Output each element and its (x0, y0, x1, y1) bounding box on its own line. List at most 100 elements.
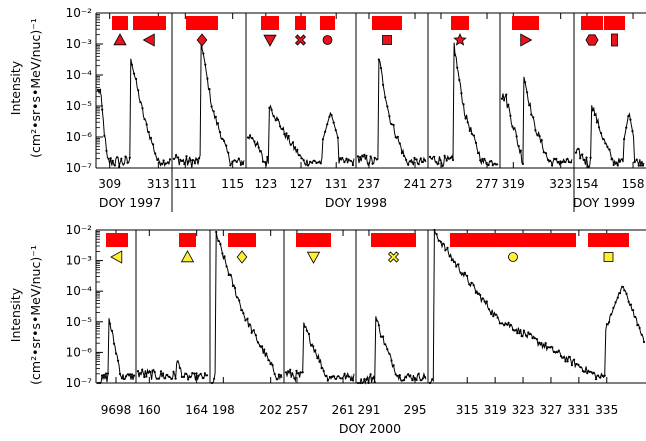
event-bar (133, 16, 166, 30)
trace-point (219, 243, 222, 246)
trace-point (533, 337, 536, 340)
trace-point (514, 329, 517, 332)
x-tick-label: 131 (325, 177, 348, 191)
trace-point (540, 139, 543, 142)
trace-point (605, 323, 609, 326)
trace-point (307, 332, 311, 336)
y-tick-label: 10⁻² (66, 223, 93, 237)
trace-point (330, 375, 334, 378)
trace-point (178, 366, 181, 369)
trace-point (215, 230, 218, 234)
trace-point (616, 164, 619, 167)
marker-cross (294, 34, 307, 46)
trace-point (398, 374, 401, 377)
trace-point (166, 373, 169, 377)
trace-point (460, 92, 463, 95)
trace-point (107, 157, 110, 160)
trace-point (239, 163, 242, 166)
trace-point (314, 349, 317, 352)
trace-point (409, 160, 412, 163)
trace-point (216, 122, 219, 125)
trace-point (382, 83, 385, 86)
trace-point (431, 378, 434, 381)
trace-point (257, 146, 260, 149)
trace-point (373, 381, 376, 384)
trace-point (390, 123, 393, 126)
trace-point (217, 239, 220, 242)
trace-point (423, 159, 427, 162)
trace-point (384, 343, 387, 346)
trace-point (122, 163, 125, 166)
trace-point (388, 115, 391, 118)
trace-point (435, 161, 438, 164)
trace-point (586, 371, 589, 375)
x-tick-label: 115 (221, 177, 244, 191)
trace-point (105, 149, 108, 152)
trace-point (149, 136, 152, 139)
trace-point (507, 103, 510, 106)
trace-point (202, 52, 205, 55)
trace-point (367, 163, 370, 166)
trace-point (407, 373, 410, 376)
trace-point (483, 157, 486, 161)
trace-point (191, 159, 194, 162)
trace-point (421, 160, 424, 164)
trace-point (316, 357, 319, 360)
trace-point (341, 156, 344, 160)
panel-bottom-5: 291 295 (355, 230, 426, 417)
trace-point (159, 370, 163, 373)
y-tick-label: 10⁻³ (66, 254, 93, 268)
trace-point (229, 164, 232, 167)
trace-point (141, 368, 144, 371)
trace-point (154, 152, 157, 155)
trace-point (532, 116, 535, 119)
trace-point (356, 155, 360, 158)
trace-point (253, 140, 256, 143)
trace-point (411, 379, 414, 382)
trace-point (256, 341, 260, 344)
trace-point (361, 381, 364, 385)
trace-point (603, 374, 606, 377)
trace-point (297, 372, 300, 375)
trace-point (139, 372, 142, 375)
trace-point (527, 331, 530, 334)
trace-point (203, 372, 206, 375)
row-bottom: 10⁻⁷ 10⁻⁶ 10⁻⁵ 10⁻⁴ 10⁻³ 10⁻² 9698 160 164 198 202… (66, 223, 646, 436)
event-bar (450, 233, 576, 247)
trace-point (614, 301, 617, 304)
trace-point (130, 373, 134, 376)
trace-point (516, 332, 519, 335)
trace-point (641, 164, 645, 167)
panel-bottom-6: 315 319 323 327 331 335 (427, 228, 646, 417)
event-bar (371, 233, 416, 247)
trace-point (555, 157, 558, 160)
trace-point (320, 367, 323, 370)
trace-point (96, 381, 100, 385)
trace-point (137, 89, 140, 92)
trace-point (227, 151, 230, 154)
trace-point (481, 297, 484, 300)
trace-point (640, 333, 643, 336)
trace-point (345, 375, 348, 378)
marker-triangle-down (306, 251, 321, 264)
trace-point (629, 303, 633, 306)
trace-point (373, 156, 376, 159)
trace-point (501, 322, 504, 325)
trace-point (162, 372, 165, 375)
trace-point (573, 358, 576, 361)
marker-diamond (196, 33, 208, 47)
trace-point (394, 136, 397, 139)
trace-point (128, 156, 131, 159)
trace-point (291, 372, 294, 375)
trace-point (149, 370, 152, 374)
trace-point (402, 154, 406, 157)
trace-point (402, 379, 406, 382)
trace-point (500, 97, 504, 100)
x-tick-label: 202 (259, 403, 282, 417)
trace-point (441, 164, 444, 168)
x-tick-label: 237 (358, 177, 381, 191)
trace-point (321, 138, 324, 141)
trace-point (474, 291, 477, 294)
trace-point (204, 63, 207, 66)
y-tick-label: 10⁻⁷ (66, 161, 93, 175)
